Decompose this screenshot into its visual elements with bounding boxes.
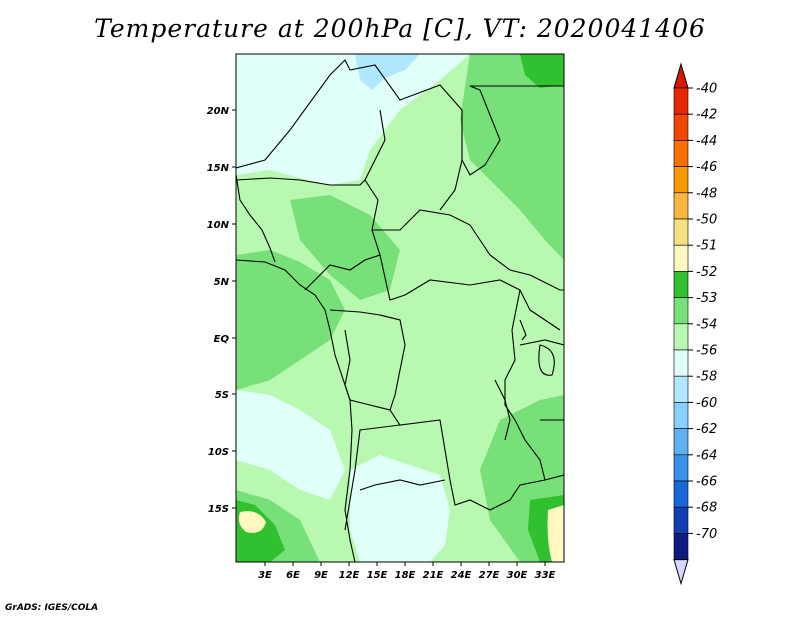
colorbar-swatch (673, 166, 689, 194)
colorbar-over-arrow (673, 62, 689, 89)
colorbar-label: -70 (696, 527, 717, 542)
lat-tick-label: EQ (214, 334, 230, 345)
lat-tick-label: 10N (207, 220, 230, 231)
country-borders (236, 59, 564, 562)
colorbar-swatch (673, 113, 689, 141)
colorbar-swatch (673, 428, 689, 456)
colorbar-label: -58 (696, 370, 717, 385)
lon-tick-label: 9E (314, 570, 328, 581)
colorbar-label: -54 (696, 317, 717, 332)
warm-spot-southwest (238, 511, 266, 533)
map-title: Temperature at 200hPa [C], VT: 202004140… (94, 14, 706, 43)
colorbar-swatch (673, 218, 689, 246)
colorbar-swatch (673, 192, 689, 220)
lat-tick-label: 5S (215, 390, 229, 401)
colder-patch-north (355, 54, 420, 90)
lon-tick-label: 18E (395, 570, 416, 581)
colorbar-label: -44 (696, 134, 717, 149)
colorbar-label: -60 (696, 396, 717, 411)
colorbar-label: -64 (696, 448, 717, 463)
lon-tick-label: 6E (286, 570, 300, 581)
lon-tick-label: 33E (535, 570, 556, 581)
colorbar-swatch (673, 349, 689, 377)
colorbar-label: -42 (696, 108, 717, 123)
colorbar-label: -40 (696, 82, 717, 97)
colorbar-swatch (673, 480, 689, 508)
colorbar-swatch (673, 297, 689, 325)
cold-region-west (236, 390, 345, 500)
map-frame (235, 53, 565, 563)
lon-tick-label: 21E (423, 570, 444, 581)
warm-core-northeast (520, 54, 564, 88)
lon-tick-label: 24E (451, 570, 472, 581)
colorbar-swatch (673, 87, 689, 115)
warm-band-west (236, 250, 345, 390)
colorbar-label: -46 (696, 160, 717, 175)
colorbar-swatch (673, 454, 689, 482)
cold-region-north (236, 54, 470, 185)
lon-tick-label: 12E (339, 570, 360, 581)
lon-tick-label: 27E (479, 570, 500, 581)
colorbar-label: -66 (696, 475, 717, 490)
warm-spot-southeast (547, 505, 564, 562)
lat-tick-label: 20N (207, 106, 230, 117)
lon-tick-label: 3E (258, 570, 272, 581)
colorbar-label: -68 (696, 501, 717, 516)
colorbar-label: -56 (696, 344, 717, 359)
cold-region-south (350, 455, 450, 562)
colorbar-swatch (673, 244, 689, 272)
colorbar-label: -48 (696, 186, 717, 201)
lat-tick-label: 10S (208, 447, 229, 458)
lon-tick-label: 15E (367, 570, 388, 581)
longitude-axis: 3E 6E 9E 12E 15E 18E 21E 24E 27E 30E 33E (258, 562, 556, 581)
colorbar: -40 -42 -44 -46 -48 -50 -51 -52 -53 -54 -56 -58 -60 -… (673, 62, 717, 586)
lat-tick-label: 15N (207, 163, 230, 174)
warm-band-center (290, 195, 400, 300)
colorbar-swatch (673, 533, 689, 560)
latitude-axis: 20N 15N 10N 5N EQ 5S 10S 15S (207, 106, 236, 515)
colorbar-swatch (673, 140, 689, 167)
colorbar-under-arrow (673, 559, 689, 586)
colorbar-label: -51 (696, 239, 717, 254)
lon-tick-label: 30E (507, 570, 528, 581)
colorbar-swatch (673, 402, 689, 429)
colorbar-swatch (673, 323, 689, 351)
temperature-field (236, 54, 564, 562)
colorbar-swatch (673, 506, 689, 534)
lat-tick-label: 15S (208, 504, 229, 515)
colorbar-label: -52 (696, 265, 717, 280)
colorbar-label: -50 (696, 213, 717, 228)
lat-tick-label: 5N (214, 277, 230, 288)
credit-label: GrADS: IGES/COLA (5, 603, 99, 613)
colorbar-label: -53 (696, 291, 717, 306)
colorbar-swatch (673, 271, 689, 298)
colorbar-label: -62 (696, 422, 717, 437)
colorbar-swatch (673, 375, 689, 403)
